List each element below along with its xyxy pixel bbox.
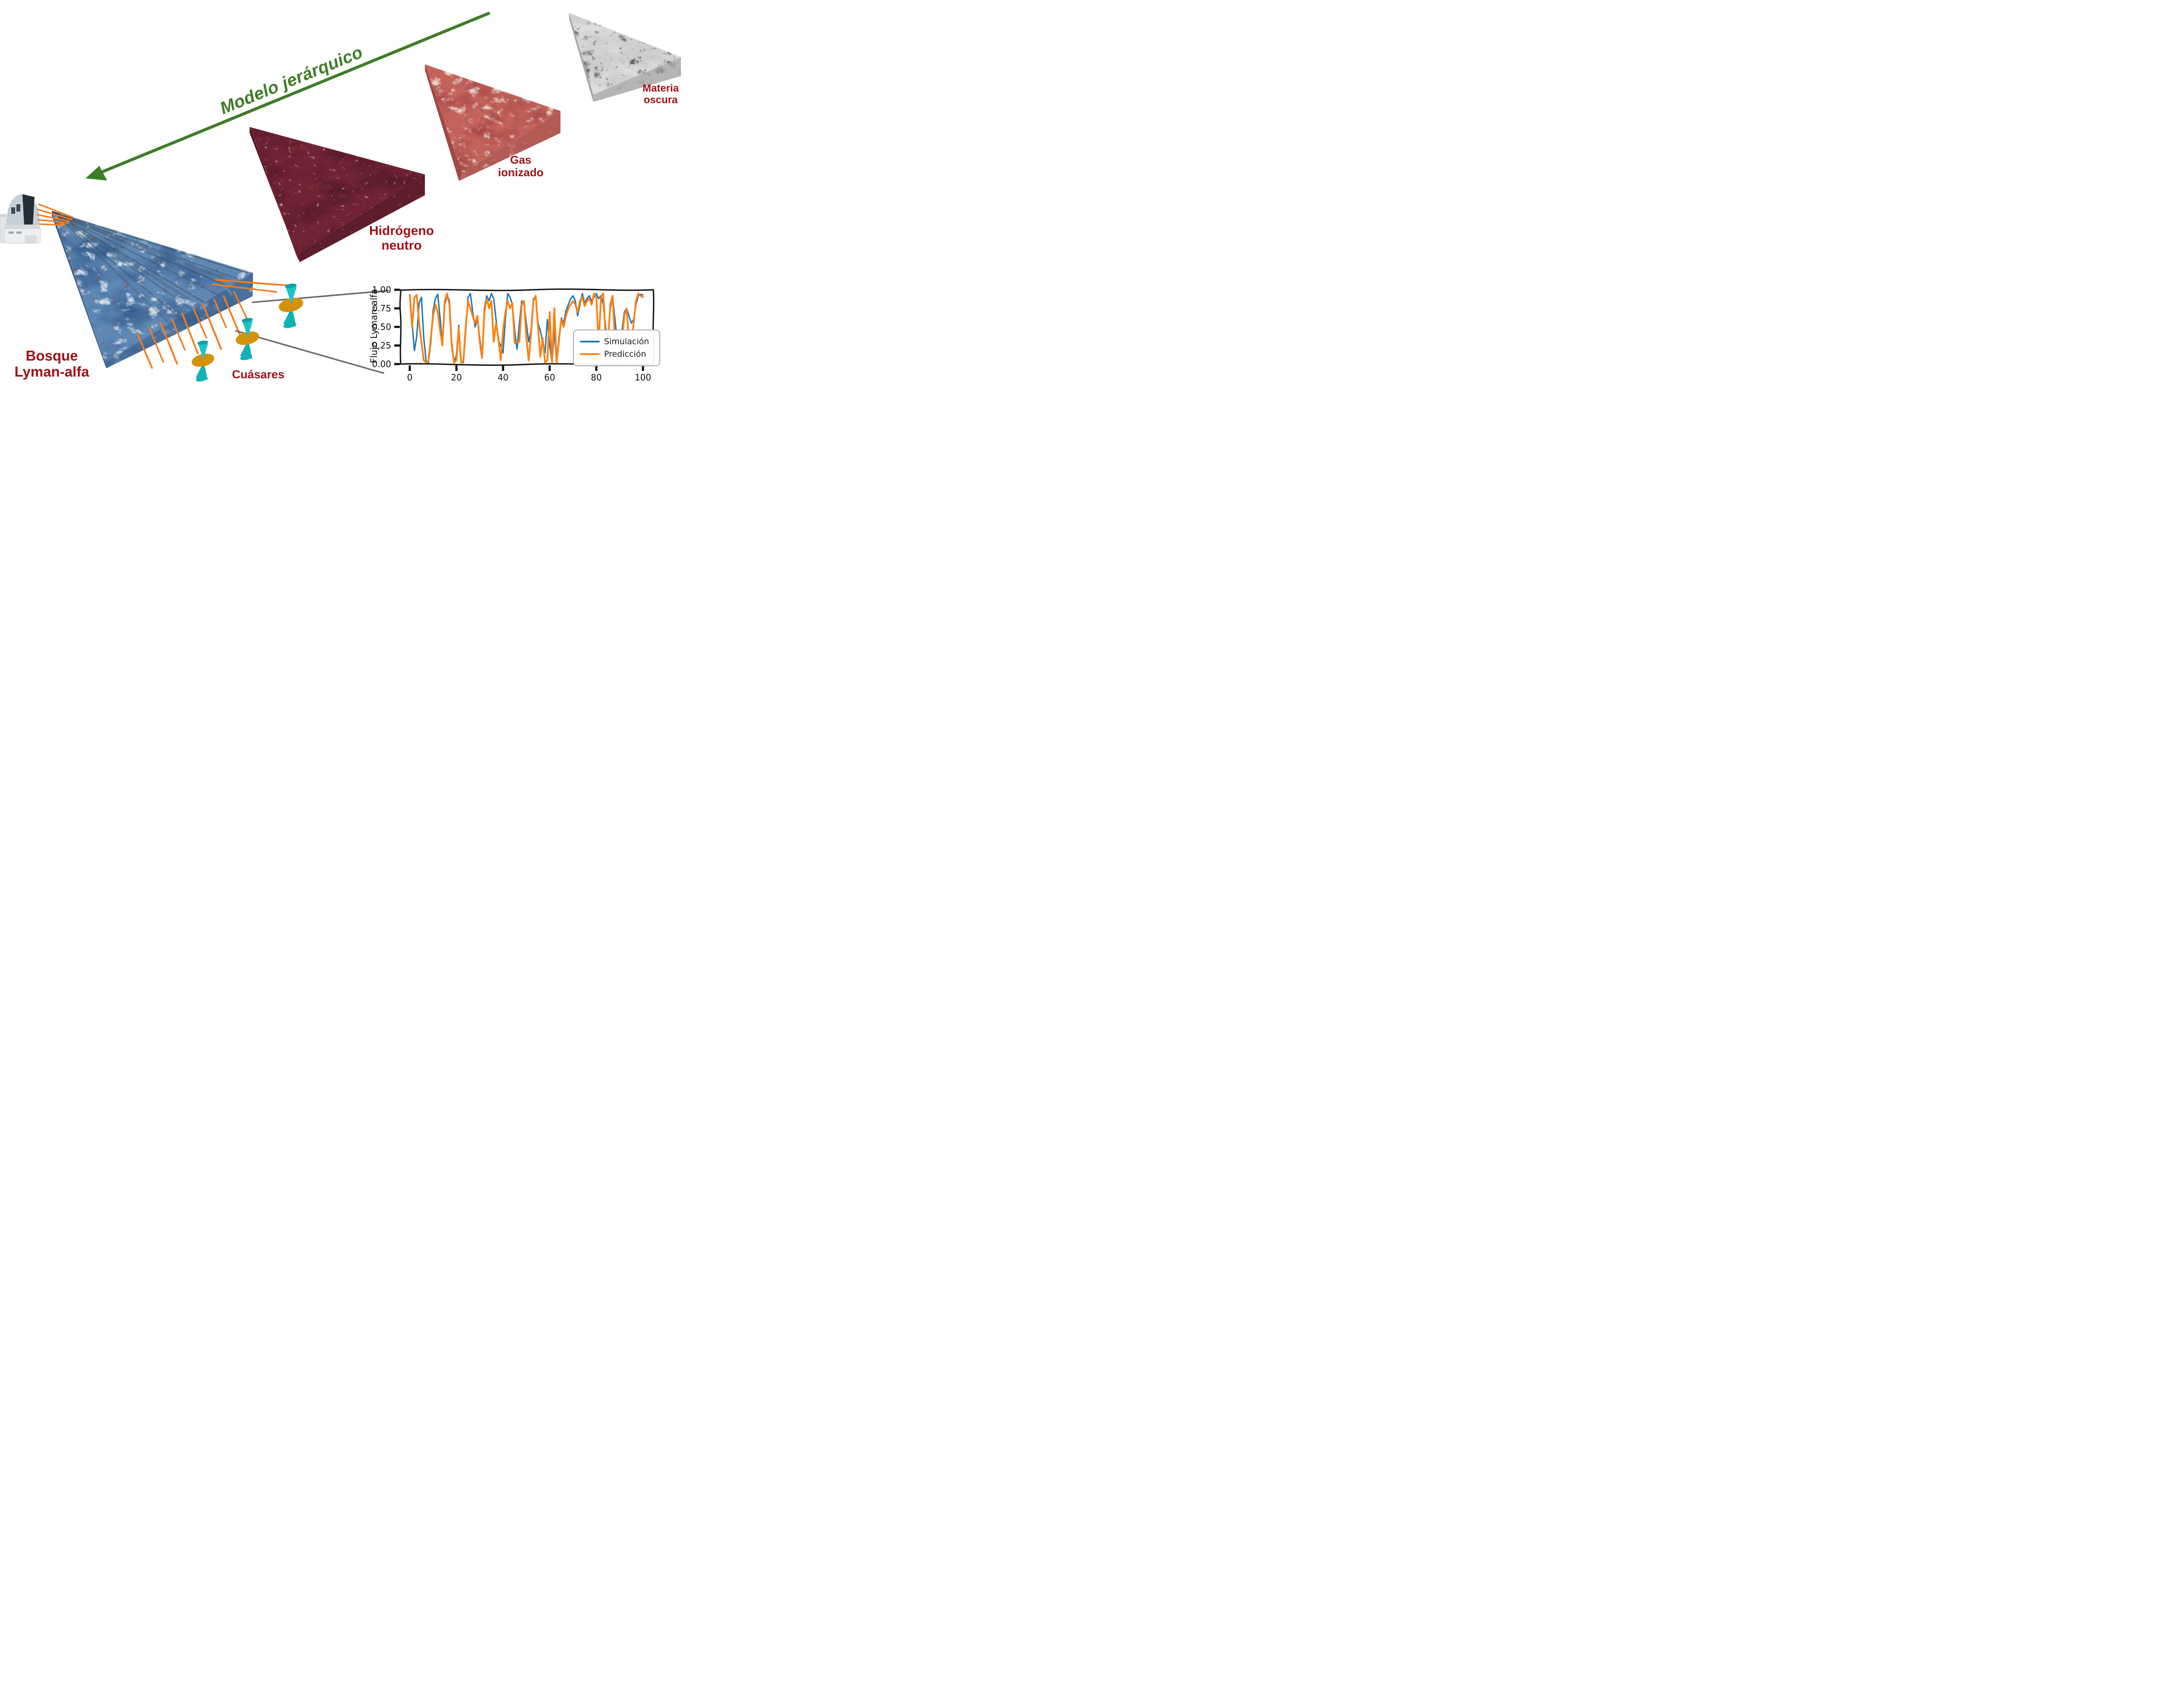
dark-matter-label-line1: Materia <box>642 82 679 94</box>
neutral-hydrogen-label-line1: Hidrógeno <box>369 224 434 238</box>
series-lines <box>409 292 644 364</box>
legend-label-simulacion: Simulación <box>604 337 649 346</box>
observatory-telescope-icon <box>0 194 41 244</box>
legend-entry-prediccion: Predicción <box>574 349 659 359</box>
legend-entry-simulacion: Simulación <box>574 337 659 346</box>
neutral-hydrogen-label-line2: neutro <box>381 238 422 253</box>
hierarchy-arrow <box>85 11 491 181</box>
prediction-line-swatch <box>580 353 600 355</box>
lyman-alpha-forest-label-line2: Lyman-alfa <box>14 363 89 380</box>
ionized-gas-label-line1: Gas <box>510 153 532 166</box>
x-tick-label: 0 <box>407 372 413 383</box>
legend-label-prediccion: Predicción <box>604 349 646 359</box>
chart-y-axis-label: Flujo Lyman-alfa <box>369 289 379 363</box>
series-line-predicción <box>409 292 644 364</box>
chart-legend: Simulación Predicción <box>573 330 660 366</box>
y-tick-label: 0.25 <box>372 340 391 351</box>
diagram-canvas: 0 20 40 60 80 100 1.00 0.75 0.50 0.25 0.00 <box>0 11 681 383</box>
y-tick-label: 1.00 <box>372 285 391 295</box>
x-tick-label: 40 <box>497 372 508 383</box>
y-tick-label: 0.75 <box>372 303 391 314</box>
ionized-gas-label-line2: ionizado <box>498 166 544 179</box>
sightline-skewers <box>52 211 253 345</box>
lyman-alpha-forest-label-line1: Bosque <box>25 348 78 364</box>
flux-chart: 0 20 40 60 80 100 1.00 0.75 0.50 0.25 0.00 <box>372 285 655 383</box>
lyman-alpha-forest-slab <box>52 211 253 368</box>
x-tick-label: 60 <box>544 372 555 383</box>
page-root: { "hierarchy_arrow": { "label": "Modelo … <box>0 0 691 389</box>
simulation-line-swatch <box>580 341 600 342</box>
ionized-gas-label: Gas ionizado <box>486 153 555 179</box>
chart-connector-lines <box>235 290 389 374</box>
quasars-label: Cuásares <box>232 368 285 381</box>
x-tick-label: 20 <box>451 372 462 383</box>
quasar-icon <box>234 317 261 361</box>
x-tick-label: 100 <box>635 372 651 383</box>
dark-matter-label: Materia oscura <box>630 82 691 106</box>
chart-plot-area: 0 20 40 60 80 100 1.00 0.75 0.50 0.25 0.00 <box>372 285 651 383</box>
outgoing-sightlines <box>136 279 294 369</box>
quasar-icon <box>190 340 216 383</box>
dark-matter-label-line2: oscura <box>643 94 678 106</box>
lyman-alpha-forest-label: Bosque Lyman-alfa <box>4 348 99 380</box>
y-tick-label: 0.50 <box>372 322 391 332</box>
x-tick-label: 80 <box>591 372 601 383</box>
quasar-icon <box>277 282 305 329</box>
neutral-hydrogen-label: Hidrógeno neutro <box>358 224 445 253</box>
y-tick-label: 0.00 <box>372 359 391 369</box>
incoming-sightlines <box>36 203 73 226</box>
